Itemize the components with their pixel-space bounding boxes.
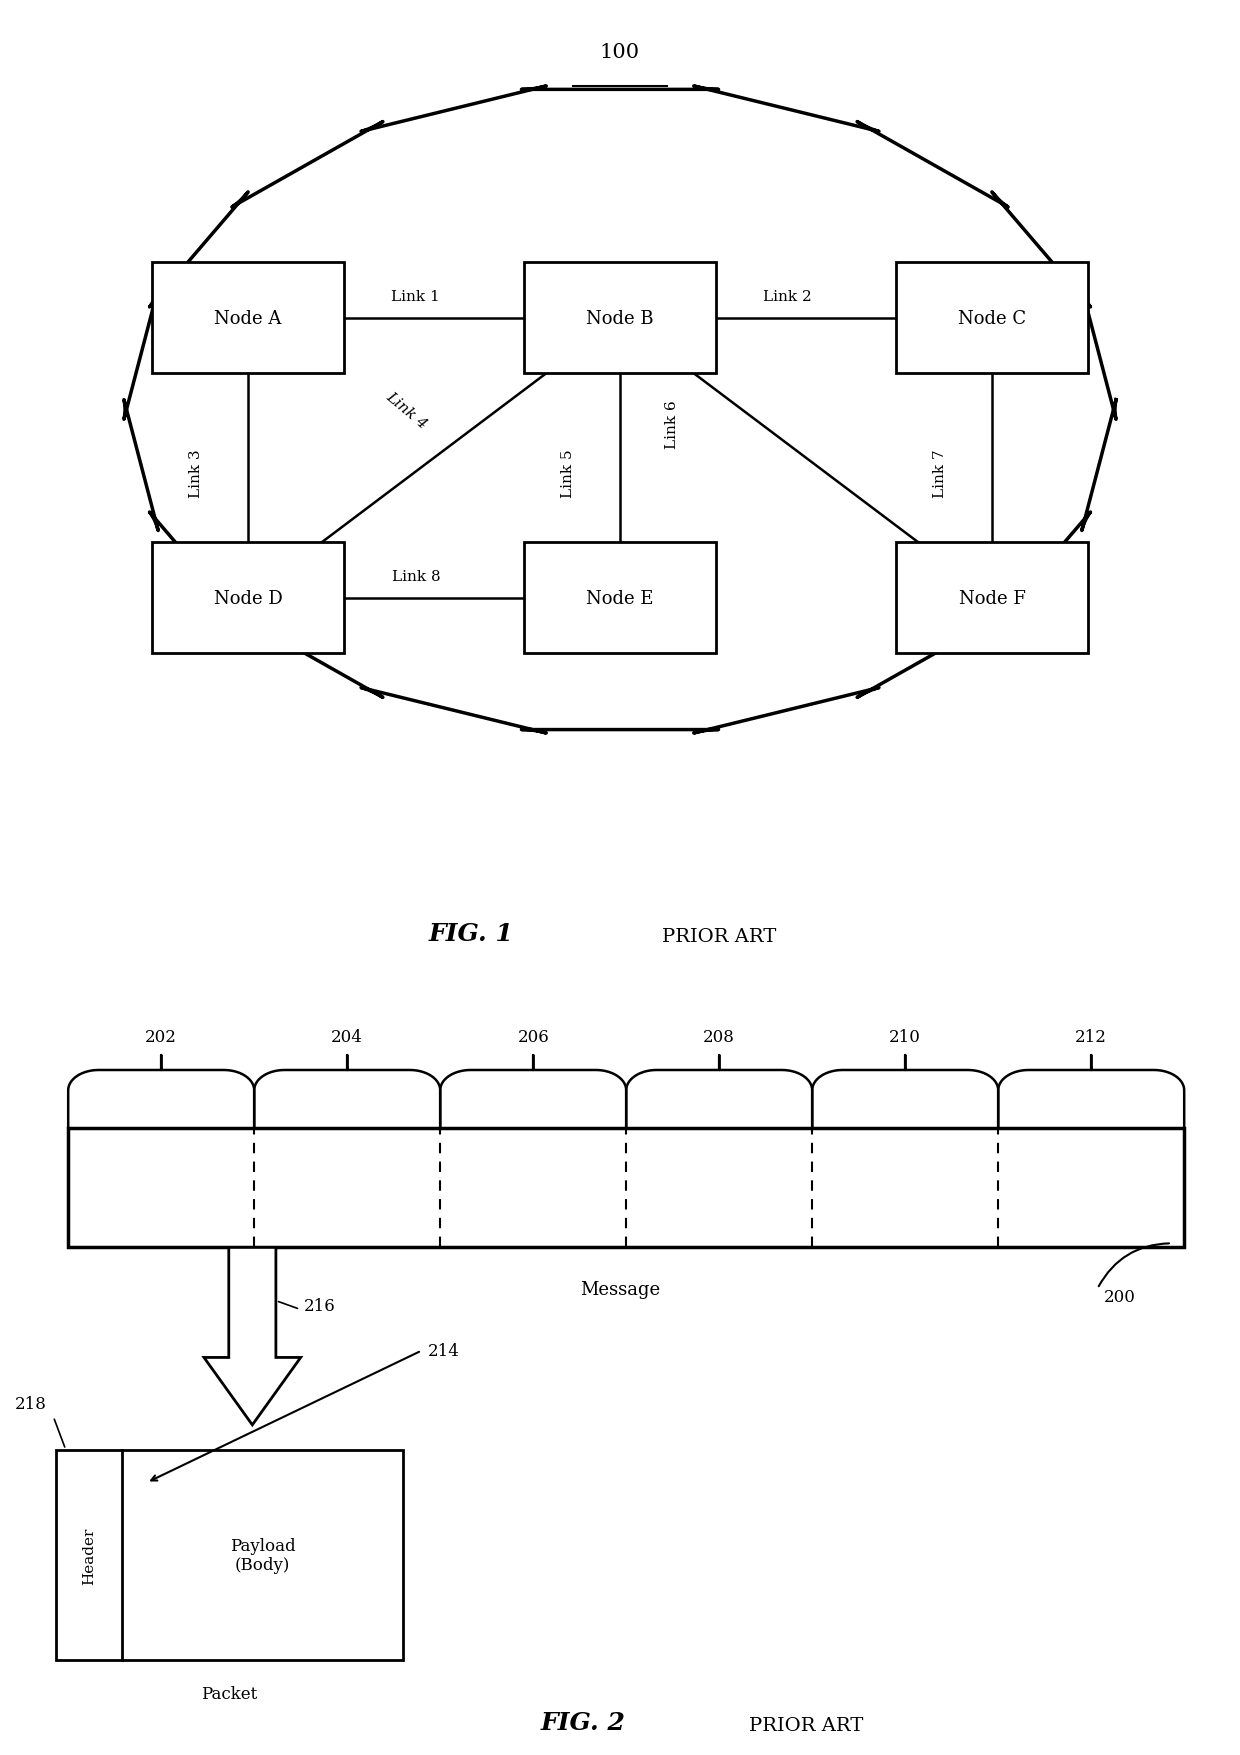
Text: Link 3: Link 3 xyxy=(188,449,203,497)
Text: 214: 214 xyxy=(428,1343,460,1360)
Text: 216: 216 xyxy=(304,1297,336,1314)
Bar xyxy=(151,263,345,374)
Text: 202: 202 xyxy=(145,1028,177,1046)
Text: 208: 208 xyxy=(703,1028,735,1046)
Text: 206: 206 xyxy=(517,1028,549,1046)
Text: Message: Message xyxy=(580,1281,660,1299)
Polygon shape xyxy=(203,1248,300,1425)
Text: Link 8: Link 8 xyxy=(392,570,440,584)
Text: FIG. 1: FIG. 1 xyxy=(429,921,513,946)
Text: FIG. 2: FIG. 2 xyxy=(541,1711,625,1734)
Text: Payload
(Body): Payload (Body) xyxy=(229,1537,295,1572)
Bar xyxy=(523,542,717,655)
Bar xyxy=(895,542,1089,655)
Bar xyxy=(151,542,345,655)
Text: PRIOR ART: PRIOR ART xyxy=(749,1716,863,1734)
Text: Link 7: Link 7 xyxy=(932,449,947,497)
Text: PRIOR ART: PRIOR ART xyxy=(662,928,776,946)
Text: Node F: Node F xyxy=(959,590,1025,607)
Bar xyxy=(523,263,717,374)
Text: 210: 210 xyxy=(889,1028,921,1046)
Text: 212: 212 xyxy=(1075,1028,1107,1046)
Text: Node E: Node E xyxy=(587,590,653,607)
Text: Node A: Node A xyxy=(215,309,281,328)
Text: Node C: Node C xyxy=(959,309,1025,328)
Text: 218: 218 xyxy=(15,1395,47,1413)
Bar xyxy=(56,1450,403,1660)
Text: Node B: Node B xyxy=(587,309,653,328)
Text: Node D: Node D xyxy=(213,590,283,607)
Text: Packet: Packet xyxy=(201,1685,258,1702)
Bar xyxy=(68,1128,1184,1248)
Bar xyxy=(895,263,1089,374)
Text: Header: Header xyxy=(82,1527,95,1583)
Text: 204: 204 xyxy=(331,1028,363,1046)
Text: Link 5: Link 5 xyxy=(560,449,575,497)
Text: Link 6: Link 6 xyxy=(665,400,680,449)
Text: 100: 100 xyxy=(600,44,640,63)
Text: Link 1: Link 1 xyxy=(392,290,440,304)
Text: Link 4: Link 4 xyxy=(383,390,430,432)
Text: 200: 200 xyxy=(1104,1288,1136,1306)
Text: Link 2: Link 2 xyxy=(764,290,812,304)
